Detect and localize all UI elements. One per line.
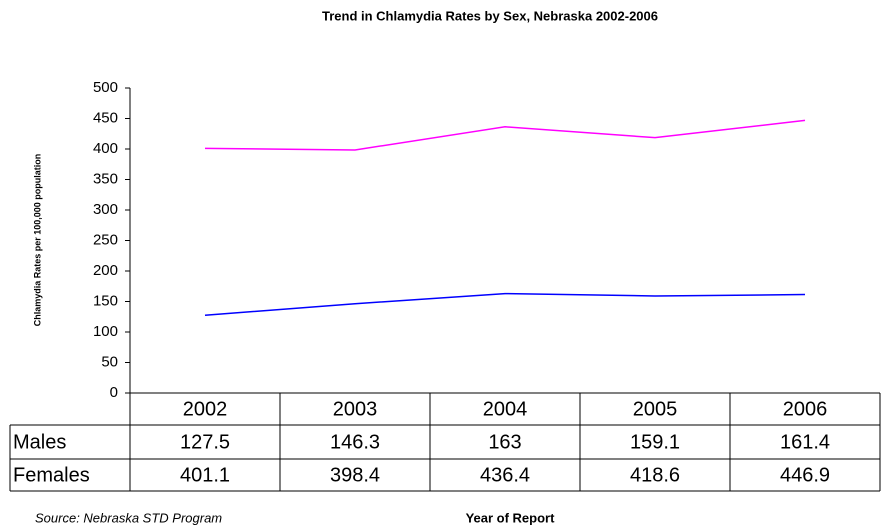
source-note: Source: Nebraska STD Program xyxy=(35,510,222,525)
legend-label: Males xyxy=(13,431,66,453)
x-tick-label: 2002 xyxy=(183,398,228,420)
x-tick-label: 2006 xyxy=(783,398,828,420)
data-table-value: 161.4 xyxy=(780,431,830,453)
y-tick-label: 100 xyxy=(93,323,118,340)
y-tick-label: 400 xyxy=(93,140,118,157)
chart-title: Trend in Chlamydia Rates by Sex, Nebrask… xyxy=(322,8,658,23)
y-tick-label: 300 xyxy=(93,201,118,218)
series-line xyxy=(204,292,806,316)
series-line xyxy=(204,119,806,151)
y-axis-label: Chlamydia Rates per 100,000 population xyxy=(32,154,42,327)
data-table-value: 446.9 xyxy=(780,464,830,486)
data-table-value: 436.4 xyxy=(480,464,530,486)
data-table-value: 159.1 xyxy=(630,431,680,453)
y-tick-label: 150 xyxy=(93,292,118,309)
y-tick-label: 350 xyxy=(93,170,118,187)
data-table-value: 401.1 xyxy=(180,464,230,486)
x-tick-label: 2004 xyxy=(483,398,528,420)
data-table-value: 127.5 xyxy=(180,431,230,453)
y-tick-label: 250 xyxy=(93,231,118,248)
x-axis-label: Year of Report xyxy=(466,510,556,525)
y-tick-label: 200 xyxy=(93,262,118,279)
y-tick-label: 500 xyxy=(93,79,118,96)
data-table-value: 146.3 xyxy=(330,431,380,453)
x-tick-label: 2005 xyxy=(633,398,678,420)
y-tick-label: 450 xyxy=(93,109,118,126)
legend-label: Females xyxy=(13,464,90,486)
y-tick-label: 50 xyxy=(101,353,118,370)
data-table-value: 163 xyxy=(488,431,521,453)
x-tick-label: 2003 xyxy=(333,398,378,420)
data-table-value: 398.4 xyxy=(330,464,380,486)
data-table-value: 418.6 xyxy=(630,464,680,486)
y-tick-label: 0 xyxy=(110,384,118,401)
